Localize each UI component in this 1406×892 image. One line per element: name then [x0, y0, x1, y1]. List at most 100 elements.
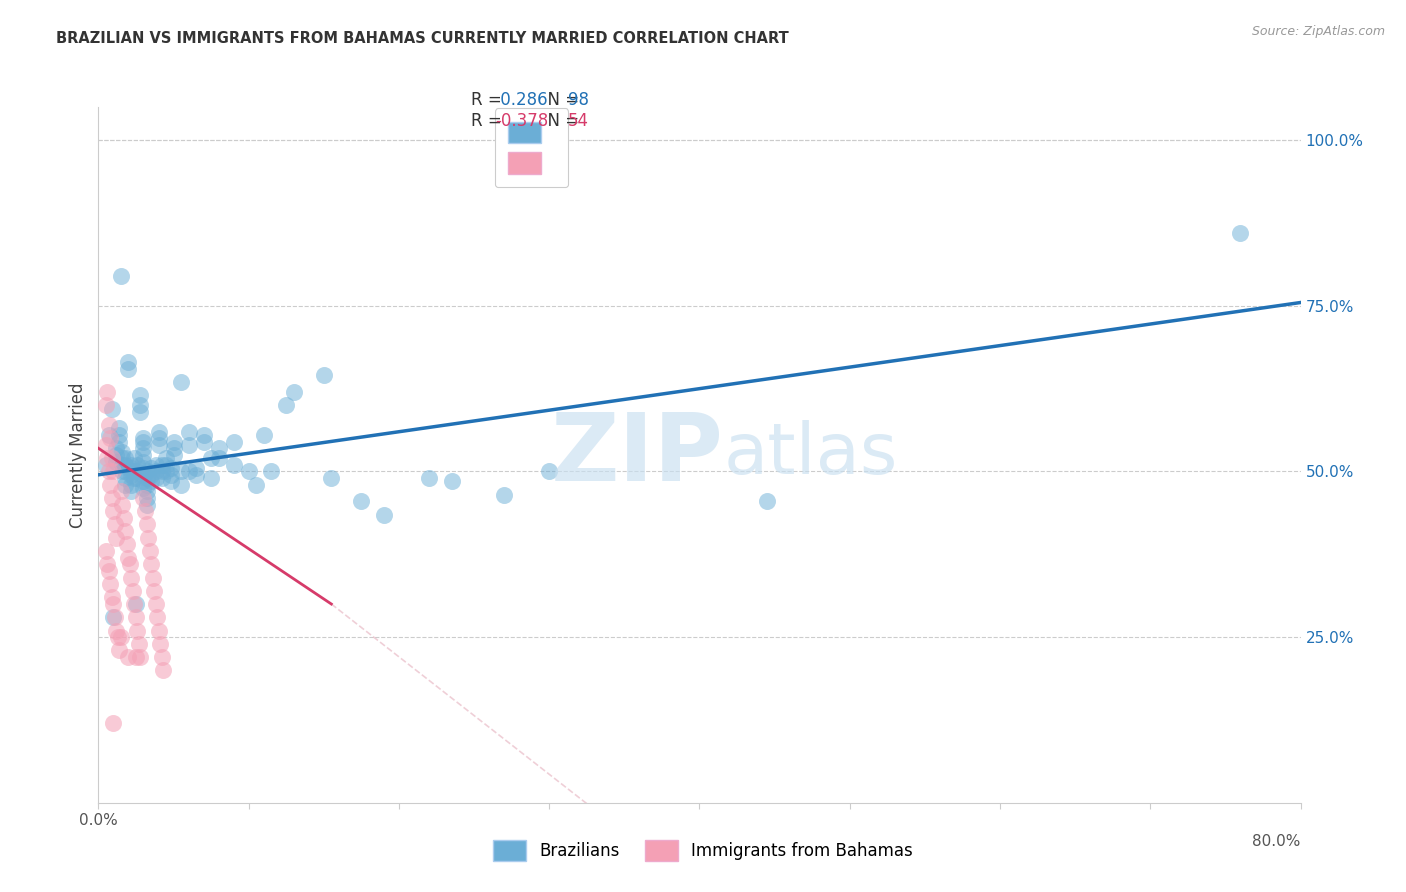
Point: [107, 630, 129, 644]
Text: ZIP: ZIP: [551, 409, 724, 501]
Point: [132, 454, 155, 468]
Point: [121, 570, 143, 584]
Point: [105, 531, 128, 545]
Point: [135, 491, 157, 505]
Point: [170, 477, 193, 491]
Point: [129, 398, 152, 412]
Point: [132, 442, 155, 456]
Point: [193, 428, 215, 442]
Point: [245, 477, 267, 491]
Point: [132, 461, 155, 475]
Point: [155, 465, 177, 479]
Point: [152, 663, 174, 677]
Text: R =: R =: [471, 91, 508, 109]
Point: [132, 491, 155, 505]
Point: [145, 597, 167, 611]
Point: [103, 504, 125, 518]
Point: [373, 508, 395, 522]
Point: [117, 550, 139, 565]
Point: [111, 498, 134, 512]
Point: [96, 384, 118, 399]
Point: [103, 465, 125, 479]
Point: [132, 467, 155, 482]
Point: [121, 467, 143, 482]
Point: [97, 418, 120, 433]
Point: [132, 475, 155, 489]
Point: [94, 438, 117, 452]
Point: [418, 471, 440, 485]
Point: [121, 484, 143, 499]
Point: [135, 477, 157, 491]
Point: [135, 484, 157, 499]
Point: [146, 610, 169, 624]
Point: [103, 610, 125, 624]
Point: [136, 531, 159, 545]
Point: [105, 442, 128, 456]
Point: [127, 465, 149, 479]
Text: 80.0%: 80.0%: [1253, 834, 1301, 849]
Point: [104, 517, 127, 532]
Point: [177, 425, 200, 439]
Point: [110, 630, 132, 644]
Point: [143, 583, 166, 598]
Y-axis label: Currently Married: Currently Married: [69, 382, 87, 528]
Point: [94, 458, 117, 472]
Point: [105, 454, 128, 468]
Text: atlas: atlas: [724, 420, 898, 490]
Point: [124, 471, 146, 485]
Point: [159, 467, 181, 482]
Point: [155, 451, 177, 466]
Point: [94, 398, 117, 412]
Text: -0.378: -0.378: [495, 112, 548, 130]
Point: [260, 465, 283, 479]
Point: [222, 434, 245, 449]
Point: [101, 401, 124, 416]
Point: [162, 448, 184, 462]
Point: [117, 355, 139, 369]
Point: [108, 421, 131, 435]
Point: [538, 465, 561, 479]
Point: [127, 458, 149, 472]
Point: [200, 451, 222, 466]
Point: [159, 461, 181, 475]
Point: [312, 368, 335, 383]
Point: [111, 465, 134, 479]
Point: [115, 537, 138, 551]
Point: [124, 465, 146, 479]
Point: [129, 405, 152, 419]
Point: [104, 610, 127, 624]
Point: [127, 624, 149, 638]
Point: [149, 637, 172, 651]
Point: [110, 484, 132, 499]
Point: [101, 451, 124, 466]
Point: [114, 451, 136, 466]
Point: [177, 465, 200, 479]
Point: [193, 434, 215, 449]
Point: [150, 650, 173, 665]
Point: [756, 494, 779, 508]
Point: [118, 558, 141, 572]
Point: [108, 643, 131, 657]
Point: [108, 434, 131, 449]
Point: [150, 465, 173, 479]
Point: [138, 544, 160, 558]
Point: [145, 458, 167, 472]
Text: 98: 98: [568, 91, 589, 109]
Point: [253, 428, 276, 442]
Point: [100, 431, 122, 445]
Point: [200, 471, 222, 485]
Point: [238, 465, 260, 479]
Point: [148, 425, 170, 439]
Point: [128, 637, 150, 651]
Point: [139, 475, 162, 489]
Point: [111, 458, 134, 472]
Point: [103, 716, 125, 731]
Point: [127, 471, 149, 485]
Point: [121, 458, 143, 472]
Point: [110, 268, 132, 283]
Point: [121, 465, 143, 479]
Point: [135, 498, 157, 512]
Point: [139, 461, 162, 475]
Point: [103, 597, 125, 611]
Point: [170, 465, 193, 479]
